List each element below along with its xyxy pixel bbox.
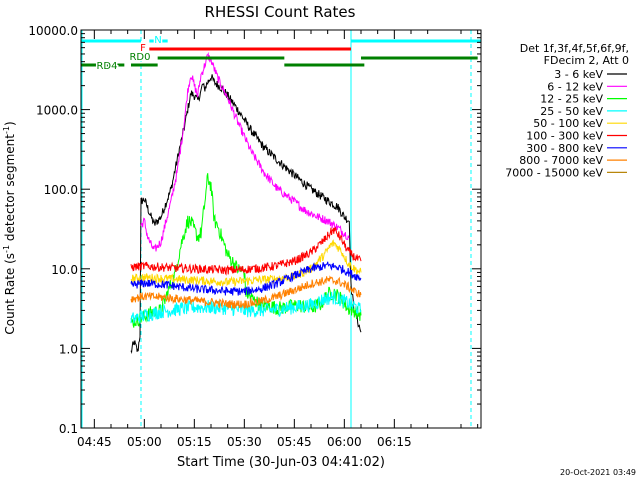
y-axis-label-sup2: -1 xyxy=(2,126,11,134)
legend: Det 1f,3f,4f,5f,6f,9f, FDecim 2, Att 0 3… xyxy=(505,42,629,179)
x-tick-label-3: 05:30 xyxy=(227,435,262,449)
x-tick-label-4: 05:45 xyxy=(277,435,312,449)
y-axis-label-rest: detector segment xyxy=(3,134,17,245)
legend-label-8: 7000 - 15000 keV xyxy=(505,166,603,179)
plot-frame xyxy=(80,29,482,429)
legend-label-5: 100 - 300 keV xyxy=(526,130,603,143)
legend-header-2: FDecim 2, Att 0 xyxy=(544,54,629,67)
x-axis-label: Start Time (30-Jun-03 04:41:02) xyxy=(177,455,385,470)
state-bar-label-f: F xyxy=(140,43,146,54)
y-tick-label-1: 1000.0 xyxy=(36,104,78,118)
state-bar-label-rd0: RD0 xyxy=(129,52,150,63)
x-tick-label-5: 06:00 xyxy=(327,435,362,449)
legend-label-2: 12 - 25 keV xyxy=(540,93,603,106)
legend-label-6: 300 - 800 keV xyxy=(526,142,603,155)
state-bar-label-n: N xyxy=(154,35,161,46)
series-line-300-800-kev xyxy=(130,261,362,296)
y-axis-label-close: ) xyxy=(3,121,17,126)
legend-label-3: 25 - 50 keV xyxy=(540,105,603,118)
y-tick-label-0: 10000.0 xyxy=(28,24,78,38)
y-axis-label-sup1: -1 xyxy=(2,245,11,253)
series-line-800-7000-kev xyxy=(130,275,362,310)
chart-title: RHESSI Count Rates xyxy=(205,3,356,21)
legend-label-7: 800 - 7000 keV xyxy=(519,154,603,167)
x-tick-label-6: 06:15 xyxy=(377,435,412,449)
y-axis-label: Count Rate (s-1 detector segment-1) xyxy=(2,121,17,334)
footer-date: 20-Oct-2021 03:49 xyxy=(560,468,636,477)
legend-label-4: 50 - 100 keV xyxy=(533,117,603,130)
legend-label-0: 3 - 6 keV xyxy=(554,68,603,81)
x-tick-label-2: 05:15 xyxy=(177,435,212,449)
series-line-12-25-kev xyxy=(130,173,362,328)
y-axis-label-main: Count Rate (s xyxy=(3,253,17,335)
y-tick-label-4: 1.0 xyxy=(59,342,78,356)
y-tick-label-3: 10.0 xyxy=(51,263,78,277)
legend-label-1: 6 - 12 keV xyxy=(547,80,603,93)
series-line-6-12-kev xyxy=(140,51,350,252)
legend-header-1: Det 1f,3f,4f,5f,6f,9f, xyxy=(520,42,629,55)
y-tick-label-5: 0.1 xyxy=(59,422,78,436)
series-line-3-6-kev xyxy=(130,74,362,355)
series-line-50-100-kev xyxy=(130,239,362,288)
x-tick-label-0: 04:45 xyxy=(77,435,112,449)
y-tick-label-2: 100.0 xyxy=(44,183,78,197)
series-line-100-300-kev xyxy=(130,226,362,276)
x-tick-label-1: 05:00 xyxy=(127,435,162,449)
state-bar-label-rd4: RD4 xyxy=(96,61,117,72)
